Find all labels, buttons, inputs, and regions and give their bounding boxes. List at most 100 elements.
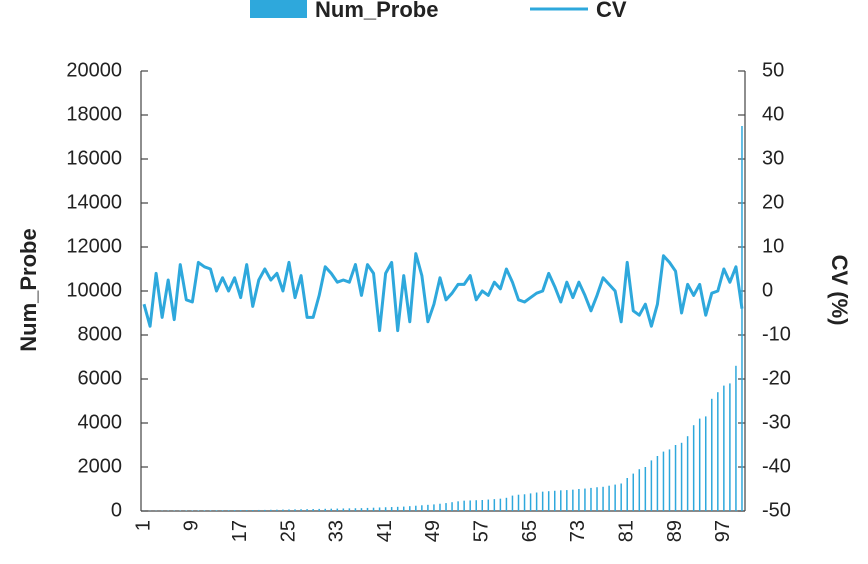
- bar: [517, 494, 520, 511]
- bar: [312, 509, 314, 511]
- bar: [324, 508, 326, 511]
- y2-tick-label: -20: [762, 367, 791, 389]
- y-tick-label: 2000: [78, 455, 123, 477]
- bar: [348, 508, 351, 511]
- bar: [469, 500, 471, 511]
- bar: [457, 501, 459, 511]
- y2-tick-label: -40: [762, 455, 791, 477]
- bar: [590, 487, 592, 511]
- x-tick-label: 81: [616, 520, 638, 542]
- bar: [662, 451, 665, 511]
- bar: [686, 436, 689, 511]
- bar: [342, 508, 345, 511]
- bar: [578, 489, 580, 511]
- x-tick-label: 97: [712, 520, 734, 542]
- x-tick-label: 1: [132, 520, 154, 531]
- bar: [415, 505, 417, 511]
- x-tick-label: 89: [664, 520, 686, 542]
- bar: [366, 507, 369, 511]
- y-tick-label: 8000: [78, 323, 123, 345]
- y2-axis-title: CV (%): [827, 255, 852, 326]
- y-tick-label: 18000: [66, 103, 122, 125]
- bar: [493, 499, 496, 511]
- bar: [620, 483, 622, 511]
- y-tick-label: 20000: [66, 59, 122, 81]
- bar: [378, 507, 381, 511]
- bar: [596, 487, 598, 511]
- bar: [674, 445, 677, 511]
- bar: [270, 509, 272, 511]
- y2-tick-label: 20: [762, 191, 784, 213]
- bar: [723, 385, 725, 511]
- legend-label: Num_Probe: [315, 0, 438, 22]
- bar: [602, 486, 604, 511]
- x-tick-label: 73: [567, 520, 589, 542]
- bar: [626, 478, 628, 511]
- bar: [572, 489, 574, 511]
- bar: [276, 509, 278, 511]
- bar: [584, 488, 586, 511]
- bar: [209, 510, 212, 511]
- bar: [294, 509, 296, 511]
- y2-tick-label: 50: [762, 59, 784, 81]
- bar: [499, 498, 502, 511]
- bar: [215, 510, 218, 511]
- bar: [330, 508, 333, 511]
- y-axis-title: Num_Probe: [16, 228, 41, 351]
- bar: [717, 392, 719, 511]
- y2-tick-label: -30: [762, 411, 791, 433]
- y-tick-label: 4000: [78, 411, 123, 433]
- bar: [318, 508, 320, 511]
- x-tick-label: 57: [471, 520, 493, 542]
- x-tick-label: 41: [374, 520, 396, 542]
- bar: [735, 365, 737, 511]
- y-tick-label: 0: [111, 499, 122, 521]
- bar: [553, 490, 556, 511]
- bar: [245, 510, 248, 511]
- bar: [650, 460, 653, 511]
- bar: [354, 508, 357, 511]
- y2-tick-label: 0: [762, 279, 773, 301]
- cv-line: [142, 252, 744, 333]
- bar: [300, 509, 302, 511]
- bar: [451, 502, 453, 511]
- y-tick-label: 6000: [78, 367, 123, 389]
- bar: [306, 509, 308, 511]
- x-tick-label: 33: [326, 520, 348, 542]
- bar: [487, 499, 490, 511]
- bar: [282, 509, 284, 511]
- bar: [384, 507, 387, 511]
- bar: [427, 504, 429, 511]
- bar: [433, 504, 435, 511]
- bar: [396, 506, 399, 511]
- bar: [197, 510, 200, 511]
- bar: [258, 509, 260, 511]
- bar: [704, 416, 707, 511]
- y2-tick-label: -10: [762, 323, 791, 345]
- bar: [402, 506, 405, 511]
- bar: [463, 500, 465, 511]
- x-tick-label: 9: [181, 520, 203, 531]
- bar: [529, 493, 532, 511]
- bar: [638, 469, 641, 511]
- bar: [251, 510, 254, 511]
- y2-tick-label: 10: [762, 235, 784, 257]
- y-tick-label: 12000: [66, 235, 122, 257]
- bar: [336, 508, 339, 511]
- bar: [221, 510, 224, 511]
- bar: [288, 509, 290, 511]
- bar: [475, 500, 477, 511]
- bar: [233, 510, 236, 511]
- bar: [511, 495, 514, 511]
- x-tick-label: 17: [229, 520, 251, 542]
- y-tick-label: 14000: [66, 191, 122, 213]
- bar: [632, 473, 635, 511]
- bar: [741, 126, 743, 511]
- bar: [523, 494, 526, 511]
- legend-swatch-bar: [250, 0, 307, 18]
- bar: [390, 507, 393, 511]
- bar: [409, 506, 411, 511]
- bar: [656, 456, 659, 511]
- bar: [566, 490, 568, 511]
